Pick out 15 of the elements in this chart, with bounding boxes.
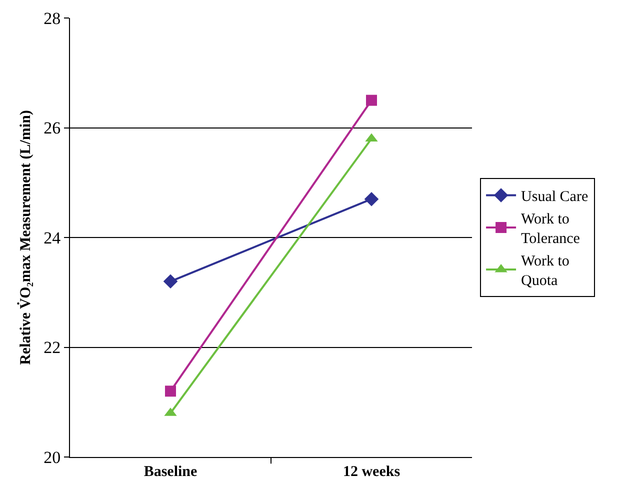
legend-label: Work to Tolerance: [521, 212, 580, 248]
y-axis-title: Relative V̇O₂max Measurement (L/min): [16, 110, 34, 365]
point: [366, 94, 377, 106]
y-tick-label: 20: [44, 448, 61, 467]
legend-label: Work to Quota: [521, 254, 570, 290]
x-tick-label: Baseline: [144, 464, 198, 480]
point: [165, 386, 176, 397]
legend-label: Usual Care: [521, 189, 588, 206]
y-tick-label: 24: [44, 228, 62, 248]
y-tick-label: 26: [44, 118, 61, 138]
y-tick-label: 28: [44, 8, 61, 28]
point: [364, 192, 379, 206]
point: [163, 274, 178, 289]
y-tick-label: 22: [44, 338, 61, 358]
x-tick-label: 12 weeks: [342, 464, 400, 480]
